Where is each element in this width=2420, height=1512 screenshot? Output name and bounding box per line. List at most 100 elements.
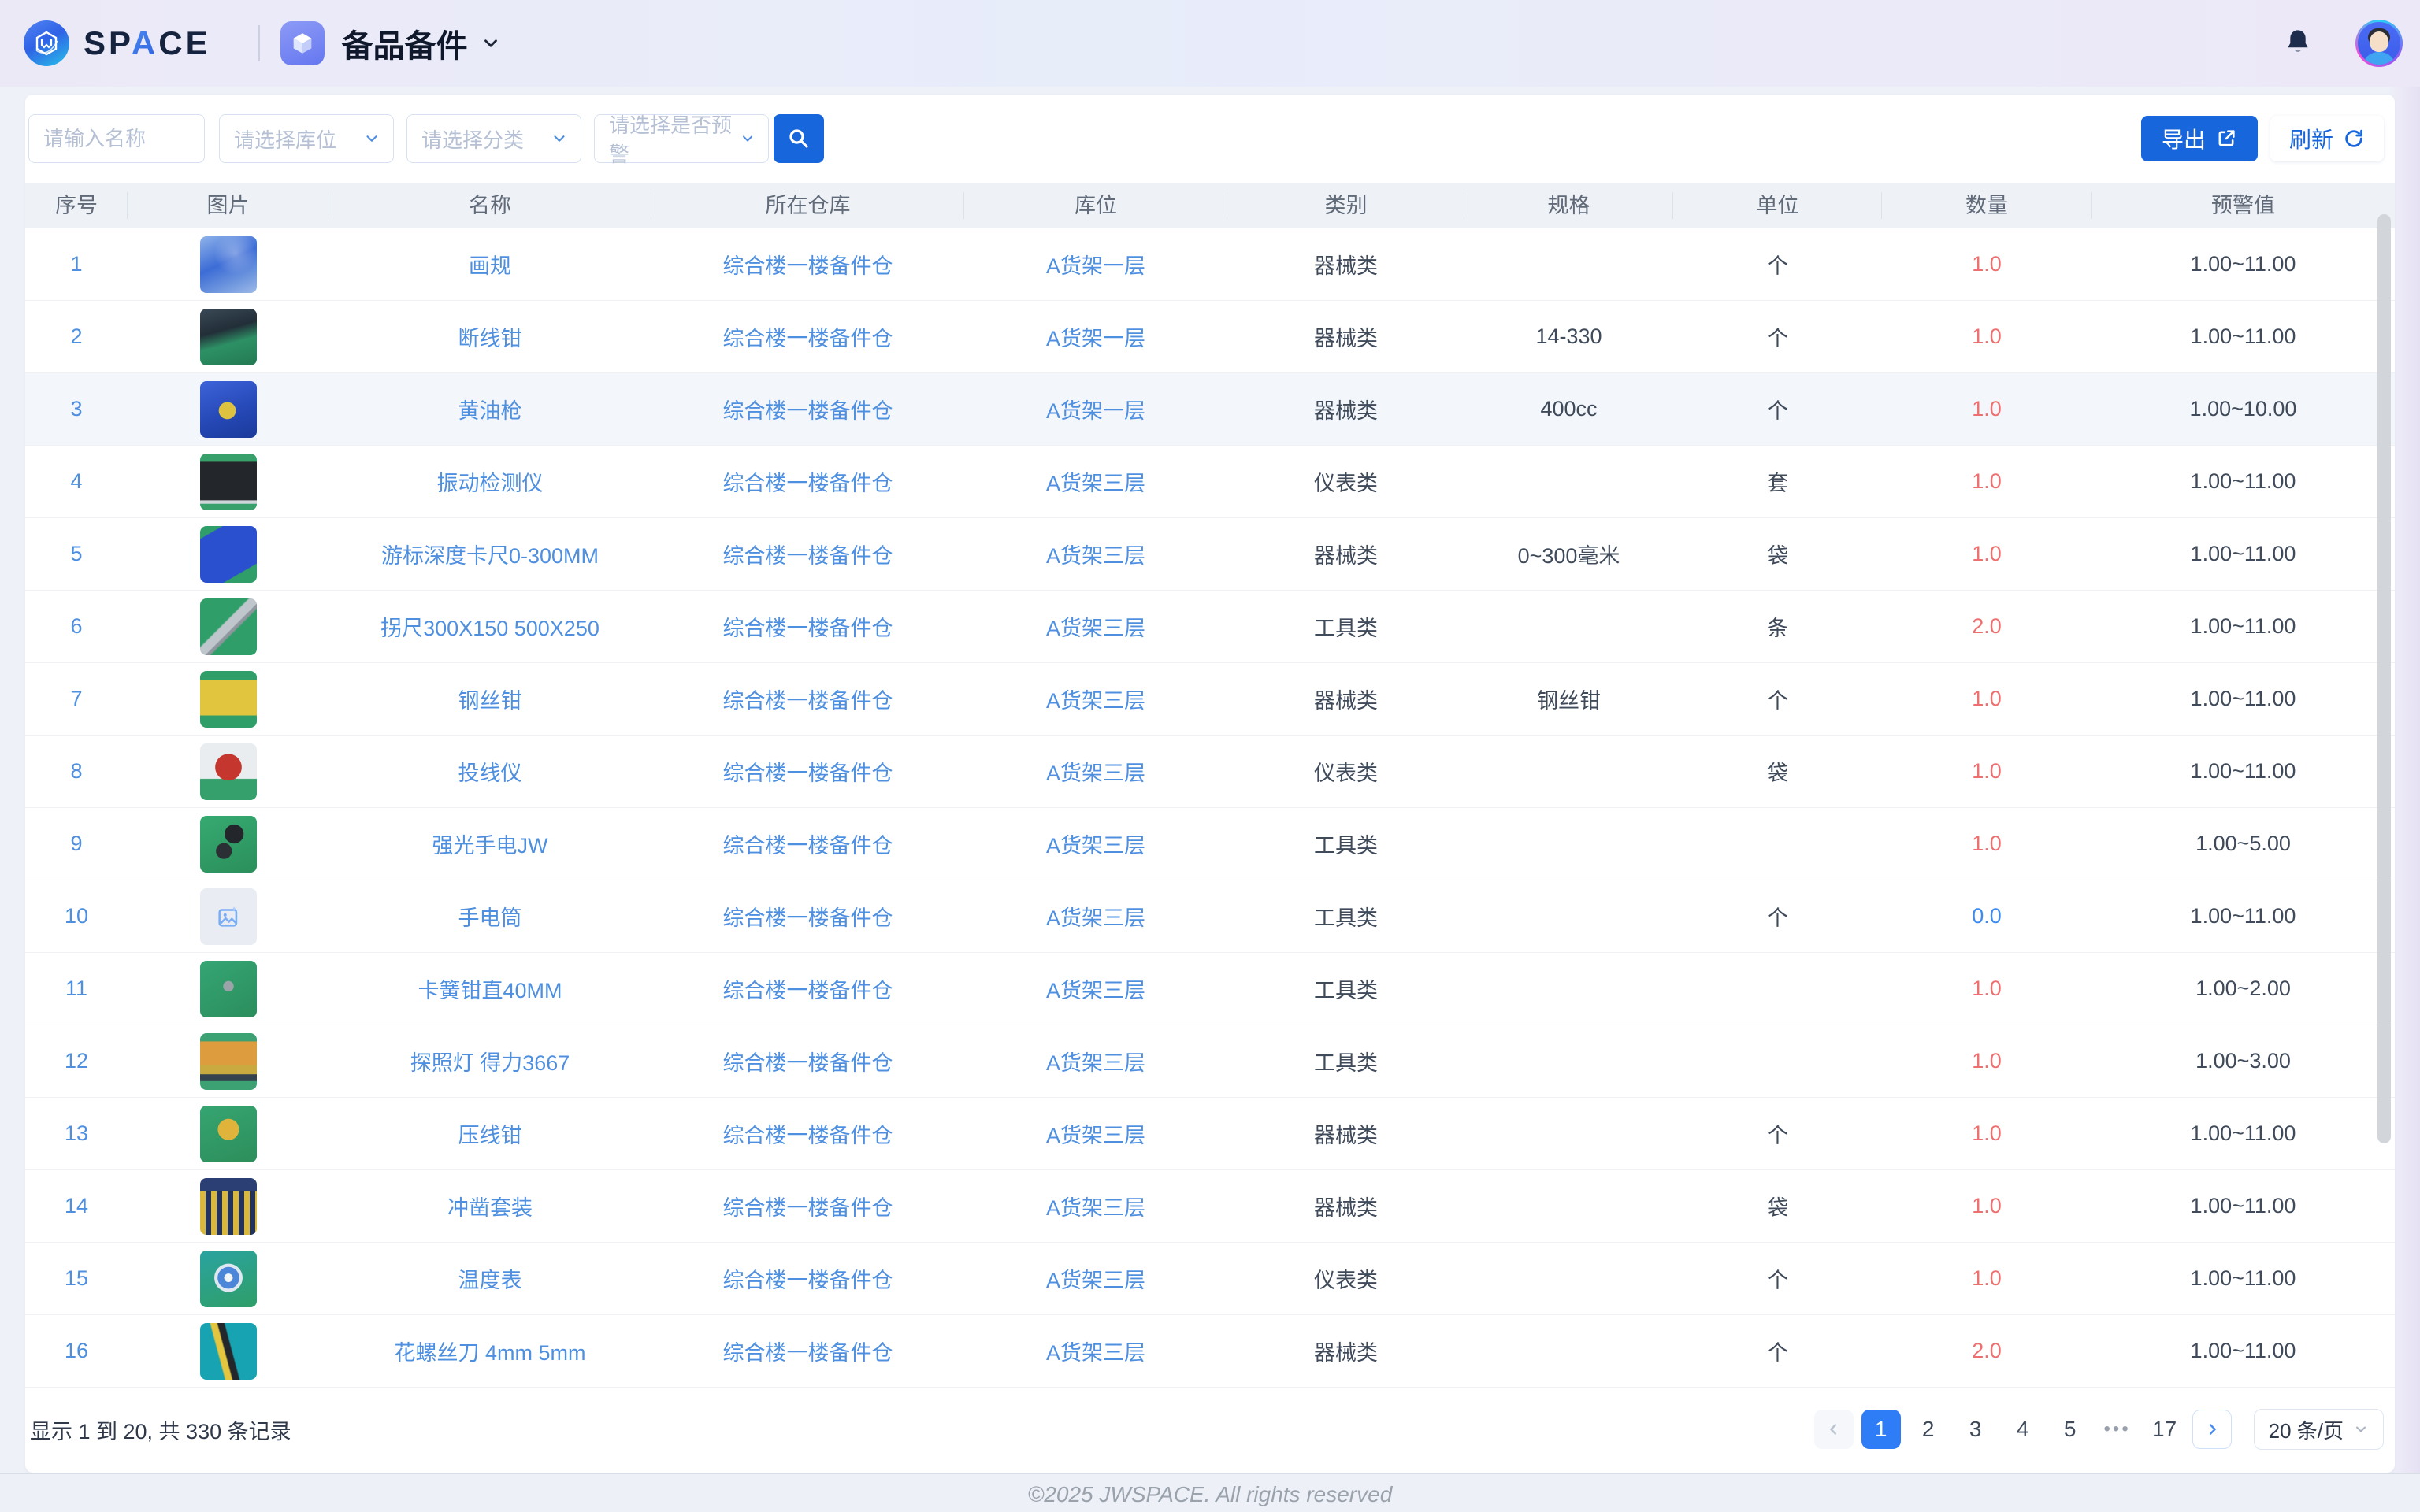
page-number-button[interactable]: 3 xyxy=(1956,1410,1995,1449)
export-button[interactable]: 导出 xyxy=(2141,116,2258,161)
row-index-link[interactable]: 8 xyxy=(70,759,82,783)
table-row[interactable]: 7 钢丝钳 综合楼一楼备件仓 A货架三层 器械类 钢丝钳 个 1.0 1.00~… xyxy=(25,663,2395,736)
table-row[interactable]: 3 黄油枪 综合楼一楼备件仓 A货架一层 器械类 400cc 个 1.0 1.0… xyxy=(25,373,2395,446)
item-thumbnail[interactable] xyxy=(200,1033,257,1090)
item-name-link[interactable]: 花螺丝刀 4mm 5mm xyxy=(395,1341,586,1365)
user-avatar[interactable] xyxy=(2355,20,2403,67)
item-name-link[interactable]: 拐尺300X150 500X250 xyxy=(380,617,599,640)
item-warehouse-link[interactable]: 综合楼一楼备件仓 xyxy=(723,1341,893,1365)
item-location-link[interactable]: A货架一层 xyxy=(1046,399,1145,423)
table-row[interactable]: 5 游标深度卡尺0-300MM 综合楼一楼备件仓 A货架三层 器械类 0~300… xyxy=(25,518,2395,591)
next-page-button[interactable] xyxy=(2192,1410,2232,1449)
item-thumbnail[interactable] xyxy=(200,1106,257,1162)
item-name-link[interactable]: 游标深度卡尺0-300MM xyxy=(381,544,599,568)
table-row[interactable]: 13 压线钳 综合楼一楼备件仓 A货架三层 器械类 个 1.0 1.00~11.… xyxy=(25,1098,2395,1170)
table-row[interactable]: 1 画规 综合楼一楼备件仓 A货架一层 器械类 个 1.0 1.00~11.00 xyxy=(25,228,2395,301)
warning-filter-select[interactable]: 请选择是否预警 xyxy=(594,114,769,163)
chevron-down-icon[interactable] xyxy=(481,33,501,54)
item-warehouse-link[interactable]: 综合楼一楼备件仓 xyxy=(723,617,893,640)
row-index-link[interactable]: 4 xyxy=(70,469,82,493)
item-thumbnail[interactable] xyxy=(200,743,257,800)
item-warehouse-link[interactable]: 综合楼一楼备件仓 xyxy=(723,472,893,495)
table-row[interactable]: 8 投线仪 综合楼一楼备件仓 A货架三层 仪表类 袋 1.0 1.00~11.0… xyxy=(25,736,2395,808)
item-warehouse-link[interactable]: 综合楼一楼备件仓 xyxy=(723,834,893,858)
notifications-bell-icon[interactable] xyxy=(2283,28,2313,59)
item-location-link[interactable]: A货架三层 xyxy=(1046,834,1145,858)
item-location-link[interactable]: A货架三层 xyxy=(1046,906,1145,930)
item-warehouse-link[interactable]: 综合楼一楼备件仓 xyxy=(723,979,893,1002)
row-index-link[interactable]: 13 xyxy=(65,1121,88,1145)
item-warehouse-link[interactable]: 综合楼一楼备件仓 xyxy=(723,544,893,568)
scrollbar-thumb[interactable] xyxy=(2377,214,2391,1143)
item-thumbnail[interactable] xyxy=(200,816,257,873)
name-filter-input[interactable] xyxy=(28,114,205,163)
table-row[interactable]: 16 花螺丝刀 4mm 5mm 综合楼一楼备件仓 A货架三层 器械类 个 2.0… xyxy=(25,1315,2395,1388)
item-thumbnail[interactable] xyxy=(200,236,257,293)
item-warehouse-link[interactable]: 综合楼一楼备件仓 xyxy=(723,1124,893,1147)
item-location-link[interactable]: A货架三层 xyxy=(1046,544,1145,568)
item-thumbnail[interactable] xyxy=(200,526,257,583)
item-name-link[interactable]: 卡簧钳直40MM xyxy=(418,979,562,1002)
location-filter-select[interactable]: 请选择库位 xyxy=(219,114,394,163)
table-row[interactable]: 10 手电筒 综合楼一楼备件仓 A货架三层 工具类 个 0.0 1.00~11.… xyxy=(25,880,2395,953)
table-row[interactable]: 6 拐尺300X150 500X250 综合楼一楼备件仓 A货架三层 工具类 条… xyxy=(25,591,2395,663)
table-row[interactable]: 4 振动检测仪 综合楼一楼备件仓 A货架三层 仪表类 套 1.0 1.00~11… xyxy=(25,446,2395,518)
row-index-link[interactable]: 6 xyxy=(70,614,82,638)
item-thumbnail[interactable] xyxy=(200,309,257,365)
item-location-link[interactable]: A货架三层 xyxy=(1046,617,1145,640)
item-name-link[interactable]: 温度表 xyxy=(458,1269,522,1292)
item-warehouse-link[interactable]: 综合楼一楼备件仓 xyxy=(723,1051,893,1075)
table-row[interactable]: 14 冲凿套装 综合楼一楼备件仓 A货架三层 器械类 袋 1.0 1.00~11… xyxy=(25,1170,2395,1243)
item-location-link[interactable]: A货架三层 xyxy=(1046,1124,1145,1147)
page-number-button[interactable]: 17 xyxy=(2145,1410,2184,1449)
item-warehouse-link[interactable]: 综合楼一楼备件仓 xyxy=(723,689,893,713)
page-number-button[interactable]: ••• xyxy=(2098,1410,2137,1449)
item-location-link[interactable]: A货架三层 xyxy=(1046,1196,1145,1220)
table-row[interactable]: 15 温度表 综合楼一楼备件仓 A货架三层 仪表类 个 1.0 1.00~11.… xyxy=(25,1243,2395,1315)
search-button[interactable] xyxy=(774,114,824,163)
page-size-select[interactable]: 20 条/页 xyxy=(2254,1409,2384,1450)
item-warehouse-link[interactable]: 综合楼一楼备件仓 xyxy=(723,1196,893,1220)
item-name-link[interactable]: 压线钳 xyxy=(458,1124,522,1147)
item-name-link[interactable]: 画规 xyxy=(469,254,511,278)
page-number-button[interactable]: 4 xyxy=(2003,1410,2043,1449)
page-number-button[interactable]: 2 xyxy=(1909,1410,1948,1449)
prev-page-button[interactable] xyxy=(1814,1410,1854,1449)
item-thumbnail[interactable] xyxy=(200,888,257,945)
table-row[interactable]: 11 卡簧钳直40MM 综合楼一楼备件仓 A货架三层 工具类 1.0 1.00~… xyxy=(25,953,2395,1025)
item-location-link[interactable]: A货架三层 xyxy=(1046,762,1145,785)
item-location-link[interactable]: A货架三层 xyxy=(1046,1341,1145,1365)
row-index-link[interactable]: 7 xyxy=(70,687,82,710)
item-warehouse-link[interactable]: 综合楼一楼备件仓 xyxy=(723,1269,893,1292)
item-thumbnail[interactable] xyxy=(200,454,257,510)
item-warehouse-link[interactable]: 综合楼一楼备件仓 xyxy=(723,327,893,350)
row-index-link[interactable]: 11 xyxy=(65,976,87,1000)
page-number-button[interactable]: 5 xyxy=(2051,1410,2090,1449)
row-index-link[interactable]: 10 xyxy=(65,904,88,928)
item-thumbnail[interactable] xyxy=(200,1323,257,1380)
table-row[interactable]: 9 强光手电JW 综合楼一楼备件仓 A货架三层 工具类 1.0 1.00~5.0… xyxy=(25,808,2395,880)
item-name-link[interactable]: 断线钳 xyxy=(458,327,522,350)
item-location-link[interactable]: A货架三层 xyxy=(1046,1269,1145,1292)
app-switcher[interactable]: 备品备件 xyxy=(342,20,468,66)
row-index-link[interactable]: 14 xyxy=(65,1194,88,1217)
item-name-link[interactable]: 黄油枪 xyxy=(458,399,522,423)
row-index-link[interactable]: 12 xyxy=(65,1049,88,1073)
item-name-link[interactable]: 振动检测仪 xyxy=(437,472,544,495)
item-thumbnail[interactable] xyxy=(200,1178,257,1235)
item-name-link[interactable]: 投线仪 xyxy=(458,762,522,785)
item-warehouse-link[interactable]: 综合楼一楼备件仓 xyxy=(723,762,893,785)
item-warehouse-link[interactable]: 综合楼一楼备件仓 xyxy=(723,906,893,930)
item-name-link[interactable]: 手电筒 xyxy=(458,906,522,930)
item-location-link[interactable]: A货架一层 xyxy=(1046,327,1145,350)
item-thumbnail[interactable] xyxy=(200,671,257,728)
item-location-link[interactable]: A货架三层 xyxy=(1046,1051,1145,1075)
item-warehouse-link[interactable]: 综合楼一楼备件仓 xyxy=(723,399,893,423)
item-thumbnail[interactable] xyxy=(200,381,257,438)
table-row[interactable]: 2 断线钳 综合楼一楼备件仓 A货架一层 器械类 14-330 个 1.0 1.… xyxy=(25,301,2395,373)
table-row[interactable]: 12 探照灯 得力3667 综合楼一楼备件仓 A货架三层 工具类 1.0 1.0… xyxy=(25,1025,2395,1098)
item-name-link[interactable]: 钢丝钳 xyxy=(458,689,522,713)
row-index-link[interactable]: 3 xyxy=(70,397,82,421)
item-location-link[interactable]: A货架一层 xyxy=(1046,254,1145,278)
item-name-link[interactable]: 探照灯 得力3667 xyxy=(410,1051,570,1075)
